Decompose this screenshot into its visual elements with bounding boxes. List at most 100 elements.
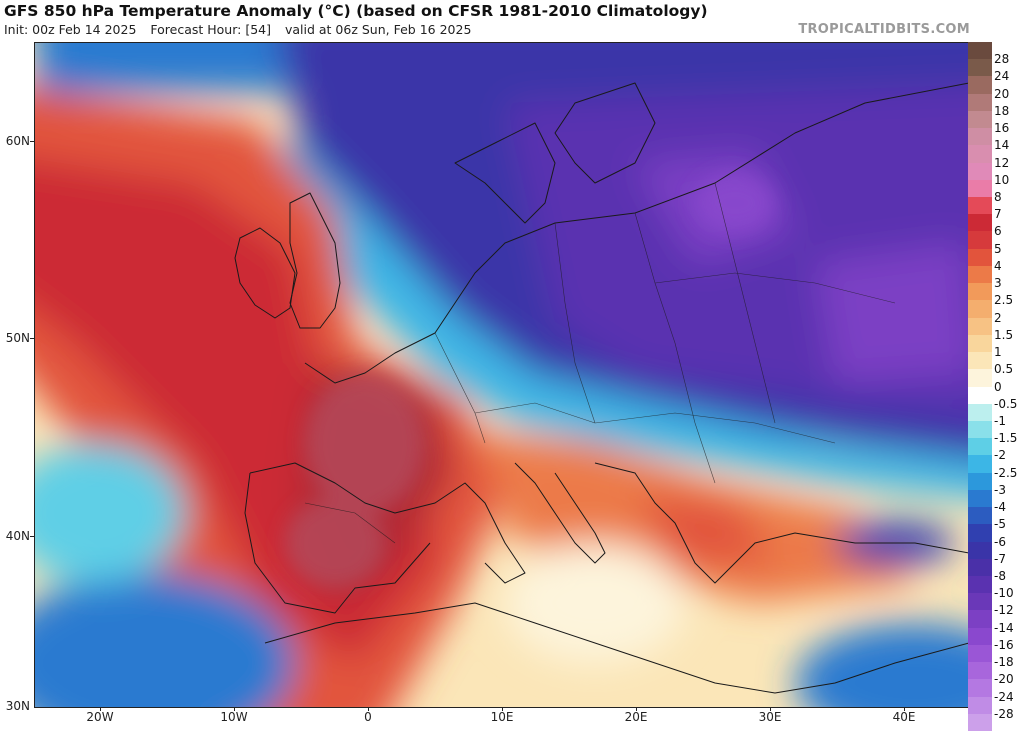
colorbar-cell bbox=[968, 283, 992, 301]
colorbar-label: 7 bbox=[994, 207, 1002, 222]
colorbar-label: 5 bbox=[994, 241, 1002, 256]
init-time: Init: 00z Feb 14 2025 bbox=[4, 22, 137, 37]
colorbar-cell bbox=[968, 593, 992, 611]
lon-label-10w: 10W bbox=[220, 710, 248, 724]
lat-label-40n: 40N bbox=[5, 529, 30, 543]
colorbar-label: -14 bbox=[994, 620, 1014, 635]
colorbar-label: 12 bbox=[994, 155, 1010, 170]
colorbar-label: -8 bbox=[994, 568, 1006, 583]
colorbar-cell bbox=[968, 403, 992, 422]
colorbar-cell bbox=[968, 317, 992, 336]
colorbar-label: -0.5 bbox=[994, 396, 1018, 411]
colorbar-cell bbox=[968, 662, 992, 680]
colorbar-cell bbox=[968, 352, 992, 370]
valid-time: valid at 06z Sun, Feb 16 2025 bbox=[284, 22, 472, 37]
colorbar-cell bbox=[968, 128, 992, 146]
colorbar-cell bbox=[968, 265, 992, 284]
colorbar-cell bbox=[968, 76, 992, 95]
colorbar-label: -6 bbox=[994, 534, 1006, 549]
colorbar-label: -1 bbox=[994, 413, 1006, 428]
lon-label-0: 0 bbox=[364, 710, 372, 724]
colorbar-label: 14 bbox=[994, 138, 1010, 153]
colorbar-label: 4 bbox=[994, 258, 1002, 273]
colorbar-cell bbox=[968, 179, 992, 198]
colorbar-label: -4 bbox=[994, 500, 1006, 515]
colorbar-cell bbox=[968, 93, 992, 112]
colorbar-label: -20 bbox=[994, 672, 1014, 687]
colorbar-label: 2.5 bbox=[994, 293, 1014, 308]
colorbar-cell bbox=[968, 610, 992, 629]
lon-label-40e: 40E bbox=[892, 710, 916, 724]
colorbar-label: 24 bbox=[994, 69, 1010, 84]
colorbar-label: -7 bbox=[994, 551, 1006, 566]
colorbar-cell bbox=[968, 162, 992, 181]
colorbar-label: 16 bbox=[994, 121, 1010, 136]
lon-tick bbox=[368, 707, 369, 711]
colorbar-cell bbox=[968, 214, 992, 232]
lon-label-20w: 20W bbox=[86, 710, 114, 724]
colorbar-cell bbox=[968, 644, 992, 663]
colorbar-label: -2.5 bbox=[994, 465, 1018, 480]
colorbar-cell bbox=[968, 145, 992, 164]
colorbar-label: -24 bbox=[994, 689, 1014, 704]
lat-label-60n: 60N bbox=[5, 134, 30, 148]
colorbar-cell bbox=[968, 489, 992, 508]
lat-tick bbox=[30, 536, 34, 537]
colorbar-cell bbox=[968, 679, 992, 698]
colorbar-label: 8 bbox=[994, 190, 1002, 205]
coastlines bbox=[234, 82, 969, 694]
colorbar-cell bbox=[968, 300, 992, 319]
colorbar-label: -18 bbox=[994, 655, 1014, 670]
map-subtitle: Init: 00z Feb 14 2025 Forecast Hour: [54… bbox=[4, 22, 481, 37]
colorbar-label: -16 bbox=[994, 637, 1014, 652]
colorbar-cell bbox=[968, 231, 992, 250]
colorbar-label: 10 bbox=[994, 172, 1010, 187]
colorbar-cell bbox=[968, 42, 992, 60]
colorbar-cell bbox=[968, 541, 992, 560]
lon-tick bbox=[100, 707, 101, 711]
map-title: GFS 850 hPa Temperature Anomaly (°C) (ba… bbox=[4, 2, 708, 20]
lon-label-20e: 20E bbox=[624, 710, 648, 724]
lon-tick bbox=[904, 707, 905, 711]
colorbar-cell bbox=[968, 420, 992, 439]
colorbar-cell bbox=[968, 110, 992, 129]
lon-tick bbox=[770, 707, 771, 711]
lat-label-50n: 50N bbox=[5, 331, 30, 345]
colorbar-cell bbox=[968, 248, 992, 267]
map-canvas bbox=[35, 43, 969, 707]
colorbar-label: 1.5 bbox=[994, 327, 1014, 342]
colorbar-label: 1 bbox=[994, 345, 1002, 360]
colorbar-cell bbox=[968, 696, 992, 715]
colorbar-cell bbox=[968, 455, 992, 474]
colorbar-cell bbox=[968, 197, 992, 215]
colorbar-label: -5 bbox=[994, 517, 1006, 532]
anomaly-map bbox=[34, 42, 970, 708]
colorbar-label: -28 bbox=[994, 706, 1014, 721]
colorbar-cell bbox=[968, 627, 992, 646]
colorbar-label: -12 bbox=[994, 603, 1014, 618]
colorbar-cell bbox=[968, 369, 992, 387]
lat-tick bbox=[30, 141, 34, 142]
lat-tick bbox=[30, 338, 34, 339]
colorbar-label: 28 bbox=[994, 52, 1010, 67]
colorbar-label: 2 bbox=[994, 310, 1002, 325]
forecast-hour: Forecast Hour: [54] bbox=[150, 22, 271, 37]
colorbar-label: 0.5 bbox=[994, 362, 1014, 377]
lat-label-30n: 30N bbox=[5, 699, 30, 713]
colorbar-cell bbox=[968, 334, 992, 353]
lon-label-10e: 10E bbox=[490, 710, 514, 724]
colorbar-label: 20 bbox=[994, 86, 1010, 101]
colorbar-label: -1.5 bbox=[994, 431, 1018, 446]
colorbar-cell bbox=[968, 524, 992, 543]
colorbar-cell bbox=[968, 438, 992, 456]
site-brand: TROPICALTIDBITS.COM bbox=[798, 22, 970, 37]
colorbar-cell bbox=[968, 472, 992, 491]
colorbar-label: -3 bbox=[994, 482, 1006, 497]
colorbar-cell bbox=[968, 713, 992, 732]
colorbar-cell bbox=[968, 507, 992, 525]
colorbar-cell bbox=[968, 575, 992, 594]
colorbar-label: 18 bbox=[994, 103, 1010, 118]
colorbar-cell bbox=[968, 558, 992, 577]
lon-tick bbox=[636, 707, 637, 711]
lon-tick bbox=[502, 707, 503, 711]
